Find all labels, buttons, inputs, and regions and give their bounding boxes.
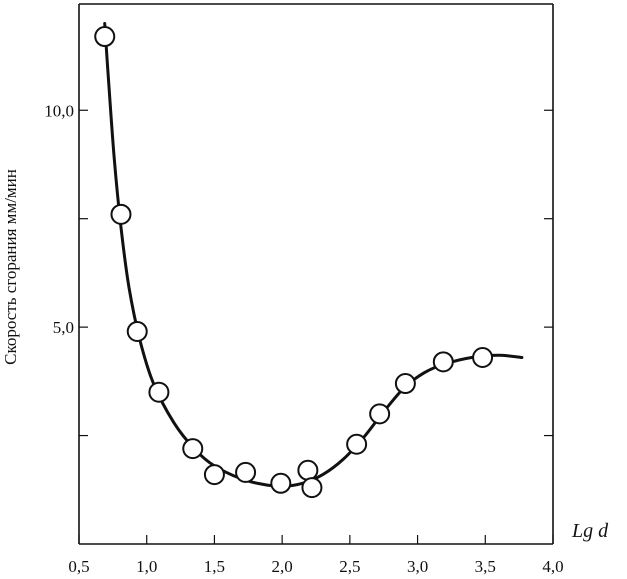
y-tick-label: 5,0 <box>53 318 74 337</box>
data-point <box>182 438 204 460</box>
x-tick-label: 3,5 <box>475 557 496 576</box>
x-tick-label: 3,0 <box>407 557 428 576</box>
x-axis-label: Lg d <box>571 520 609 542</box>
x-tick-label: 1,5 <box>204 557 225 576</box>
data-point <box>126 320 148 342</box>
data-point <box>270 472 292 494</box>
ticks-group <box>78 109 554 544</box>
data-point <box>110 203 132 225</box>
x-tick-label: 4,0 <box>542 557 563 576</box>
fit-curve-line <box>103 22 524 488</box>
data-point <box>94 26 116 48</box>
data-point <box>203 464 225 486</box>
x-tick-label: 2,0 <box>272 557 293 576</box>
plot-frame <box>78 3 554 545</box>
data-point <box>394 373 416 395</box>
data-point <box>472 346 494 368</box>
data-point <box>148 381 170 403</box>
data-point <box>369 403 391 425</box>
data-point <box>235 461 257 483</box>
tick-labels-group: 0,5 1,0 1,5 2,0 2,5 3,0 3,5 4,0 5,0 10,0 <box>44 101 563 576</box>
data-point <box>301 477 323 499</box>
data-points-group <box>94 26 494 499</box>
data-point <box>297 459 319 481</box>
data-point <box>432 351 454 373</box>
x-tick-label: 2,5 <box>339 557 360 576</box>
x-tick-label: 1,0 <box>136 557 157 576</box>
data-point <box>346 433 368 455</box>
y-axis-label: Скорость сгорания мм/мин <box>1 169 20 365</box>
y-tick-label: 10,0 <box>44 101 74 120</box>
x-tick-label: 0,5 <box>68 557 89 576</box>
